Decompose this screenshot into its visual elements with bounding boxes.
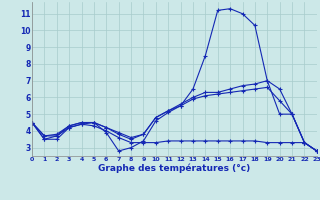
X-axis label: Graphe des températures (°c): Graphe des températures (°c) bbox=[98, 164, 251, 173]
